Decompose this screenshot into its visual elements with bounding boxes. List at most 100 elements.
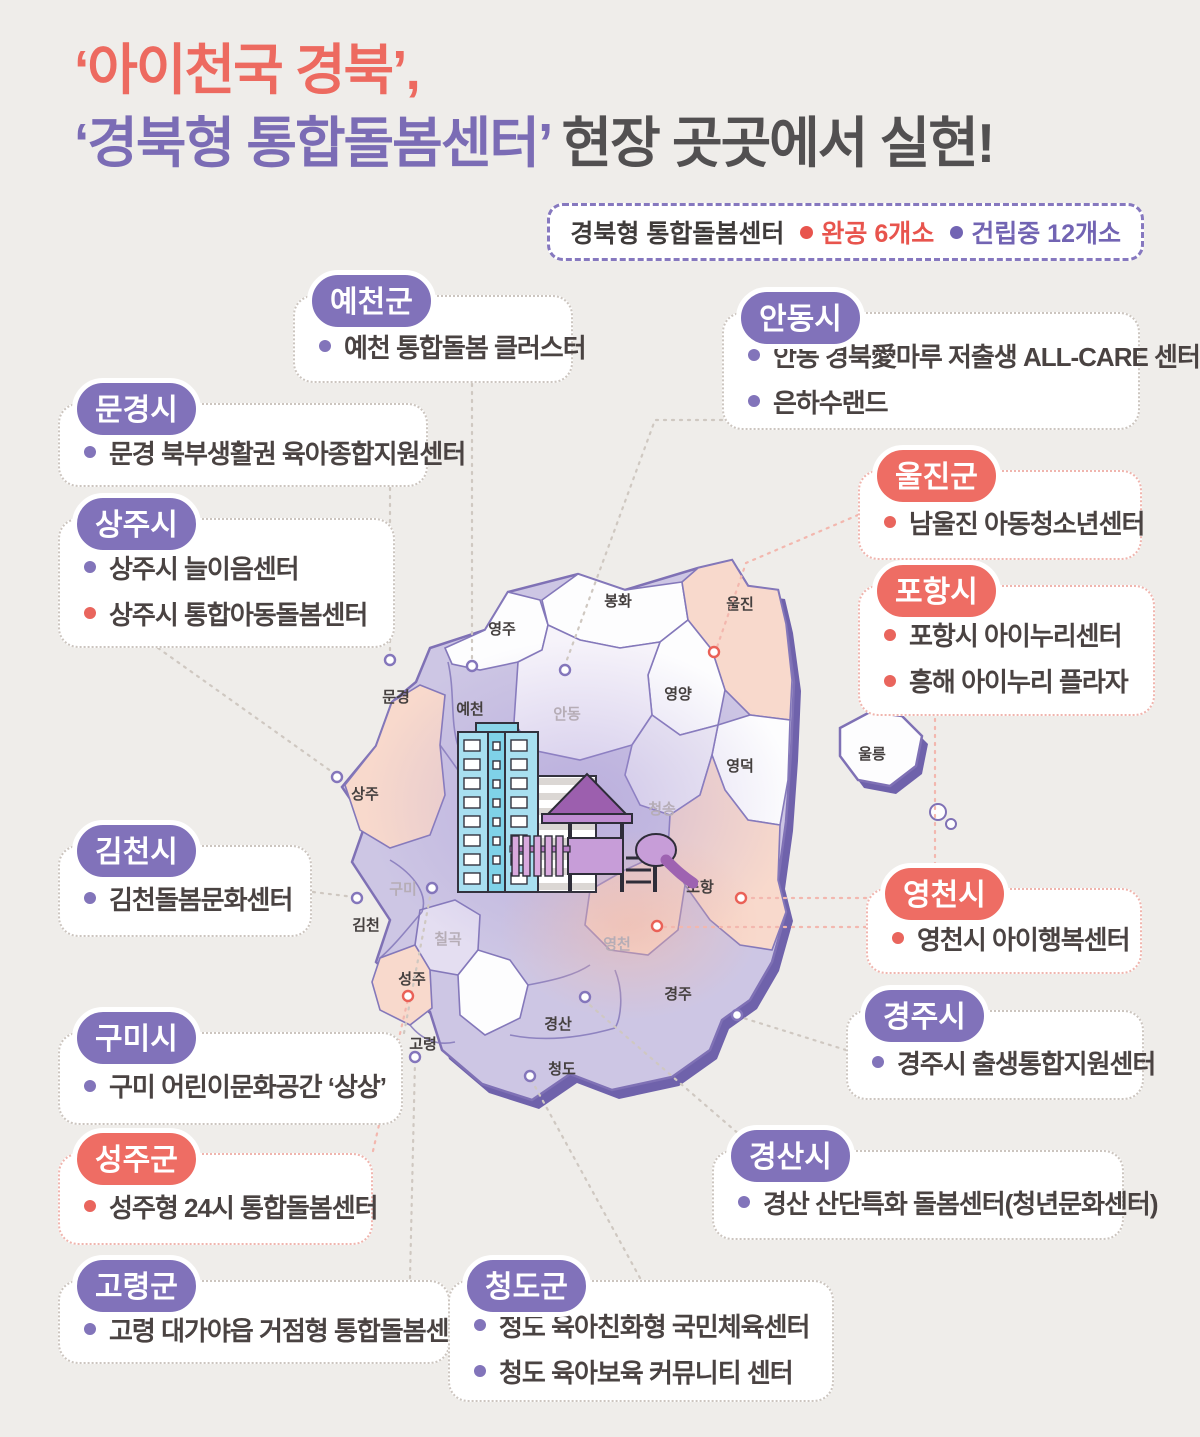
facility-name: 포항시 아이누리센터 — [909, 621, 1123, 651]
region-badge-gyeongju: 경주시 — [860, 985, 989, 1047]
under-construction-dot-icon — [950, 225, 964, 239]
poster-title: ‘아이천국 경북’, ‘경북형 통합돌봄센터’ 현장 곳곳에서 실현! — [74, 34, 995, 180]
title-line2-highlight: ‘경북형 통합돌봄센터’ — [74, 111, 552, 174]
building-playground-illustration — [457, 722, 698, 893]
status-dot-icon — [748, 349, 760, 361]
label-chilgok: 칠곡 — [434, 931, 462, 948]
label-uljin: 울진 — [726, 596, 754, 613]
status-dot-icon — [738, 1196, 750, 1208]
status-dot-icon — [474, 1319, 486, 1331]
dokdo-islet-2 — [945, 818, 957, 830]
facility-name: 경주시 출생통합지원센터 — [897, 1048, 1156, 1079]
status-dot-icon — [884, 674, 896, 687]
slide — [660, 854, 698, 889]
callout-gimcheon: 김천시 김천돌봄문화센터 — [58, 820, 312, 937]
facility-name: 예천 통합돌봄 클러스터 — [344, 332, 587, 363]
region-badge-yeongcheon: 영천시 — [880, 863, 1009, 925]
callout-gyeongsan: 경산시 경산 산단특화 돌봄센터(청년문화센터) — [712, 1125, 1158, 1240]
dokdo-islet-1 — [929, 803, 947, 821]
legend-under-construction-text: 건립중 12개소 — [971, 220, 1121, 248]
title-line2: ‘경북형 통합돌봄센터’ 현장 곳곳에서 실현! — [74, 107, 995, 180]
status-dot-icon — [84, 1079, 96, 1092]
callout-yecheon: 예천군 예천 통합돌봄 클러스터 — [293, 270, 587, 383]
region-badge-goryeong: 고령군 — [72, 1255, 201, 1317]
facility-name: 남울진 아동청소년센터 — [909, 508, 1145, 539]
building-windows — [463, 739, 528, 885]
title-line2-rest: 현장 곳곳에서 실현! — [549, 111, 995, 174]
facility-name: 상주시 통합아동돌봄센터 — [109, 599, 368, 630]
status-dot-icon — [892, 932, 904, 944]
status-dot-icon — [872, 1056, 884, 1068]
status-dot-icon — [84, 892, 96, 904]
label-gimcheon: 김천 — [352, 916, 380, 934]
facility-name: 구미 어린이문화공간 ‘상상’ — [109, 1072, 387, 1102]
region-badge-cheongdo: 청도군 — [462, 1255, 591, 1317]
callout-gyeongju: 경주시 경주시 출생통합지원센터 — [846, 985, 1156, 1100]
facility-name: 영천시 아이행복센터 — [917, 924, 1131, 955]
callout-gumi: 구미시 구미 어린이문화공간 ‘상상’ — [58, 1007, 403, 1125]
status-dot-icon — [319, 340, 331, 352]
callout-mungyeong: 문경시 문경 북부생활권 육아종합지원센터 — [58, 378, 466, 487]
label-yeongyang: 영양 — [664, 685, 692, 703]
facility-name: 문경 북부생활권 육아종합지원센터 — [109, 438, 466, 469]
facility-name: 상주시 늘이음센터 — [109, 553, 300, 584]
label-andong: 안동 — [553, 705, 581, 723]
callout-goryeong: 고령군 고령 대가야읍 거점형 통합돌봄센터 — [58, 1255, 472, 1364]
region-badge-mungyeong: 문경시 — [72, 378, 201, 440]
facility-name: 은하수랜드 — [773, 387, 889, 418]
callout-pohang: 포항시 포항시 아이누리센터 흥해 아이누리 플라자 — [858, 560, 1155, 716]
legend-box: 경북형 통합돌봄센터 완공 6개소 건립중 12개소 — [547, 203, 1144, 261]
region-badge-pohang: 포항시 — [872, 560, 1001, 622]
status-dot-icon — [748, 395, 760, 407]
label-cheongdo: 청도 — [548, 1061, 576, 1078]
status-dot-icon — [884, 628, 896, 641]
facility-name: 청도 육아보육 커뮤니티 센터 — [499, 1357, 794, 1388]
completed-dot-icon — [800, 225, 814, 239]
facility-name: 고령 대가야읍 거점형 통합돌봄센터 — [109, 1315, 472, 1346]
facility-name: 경산 산단특화 돌봄센터(청년문화센터) — [763, 1188, 1158, 1219]
label-yeongcheon: 영천 — [603, 935, 631, 953]
region-badge-andong: 안동시 — [736, 287, 865, 349]
playground — [509, 772, 698, 892]
region-badge-seongju: 성주군 — [72, 1128, 201, 1190]
region-badge-uljin: 울진군 — [872, 445, 1001, 507]
region-badge-yecheon: 예천군 — [307, 270, 436, 332]
callout-yeongcheon: 영천시 영천시 아이행복센터 — [866, 863, 1142, 974]
label-yecheon: 예천 — [456, 700, 484, 718]
region-badge-gimcheon: 김천시 — [72, 820, 201, 882]
facility-name: 성주형 24시 통합돌봄센터 — [109, 1192, 379, 1223]
label-mungyeong: 문경 — [382, 688, 410, 706]
status-dot-icon — [84, 1323, 96, 1335]
region-badge-sangju: 상주시 — [72, 493, 201, 555]
facility-name: 흥해 아이누리 플라자 — [909, 667, 1129, 697]
label-goryeong: 고령 — [409, 1035, 437, 1053]
legend-completed-text: 완공 6개소 — [821, 220, 935, 248]
status-dot-icon — [884, 516, 896, 528]
label-gyeongsan: 경산 — [544, 1015, 572, 1033]
title-line1: ‘아이천국 경북’, — [74, 34, 993, 107]
status-dot-icon — [84, 607, 96, 619]
legend-completed: 완공 6개소 — [800, 214, 934, 250]
status-dot-icon — [84, 446, 96, 458]
legend-under-construction: 건립중 12개소 — [950, 214, 1121, 250]
title-line1-text: ‘아이천국 경북’, — [74, 39, 421, 101]
label-gyeongju: 경주 — [664, 985, 692, 1003]
label-gumi: 구미 — [389, 881, 417, 898]
legend-label: 경북형 통합돌봄센터 — [570, 220, 785, 248]
callout-uljin: 울진군 남울진 아동청소년센터 — [858, 445, 1145, 560]
region-badge-gumi: 구미시 — [72, 1007, 201, 1069]
label-sangju: 상주 — [351, 786, 379, 803]
status-dot-icon — [84, 1200, 96, 1212]
label-seongju: 성주 — [398, 970, 426, 988]
label-cheongsong: 청송 — [648, 801, 676, 818]
playground-fence — [509, 835, 571, 877]
callout-andong: 안동시 안동 경북愛마루 저출생 ALL-CARE 센터 은하수랜드 — [722, 287, 1200, 430]
callout-seongju: 성주군 성주형 24시 통합돌봄센터 — [58, 1128, 379, 1245]
callout-sangju: 상주시 상주시 늘이음센터 상주시 통합아동돌봄센터 — [58, 493, 395, 648]
callout-cheongdo: 청도군 청도 육아친화형 국민체육센터 청도 육아보육 커뮤니티 센터 — [448, 1255, 834, 1402]
status-dot-icon — [474, 1365, 486, 1377]
label-yeongdeok: 영덕 — [726, 757, 754, 775]
status-dot-icon — [84, 561, 96, 573]
region-badge-gyeongsan: 경산시 — [726, 1125, 855, 1187]
label-yeongju: 영주 — [488, 620, 516, 638]
